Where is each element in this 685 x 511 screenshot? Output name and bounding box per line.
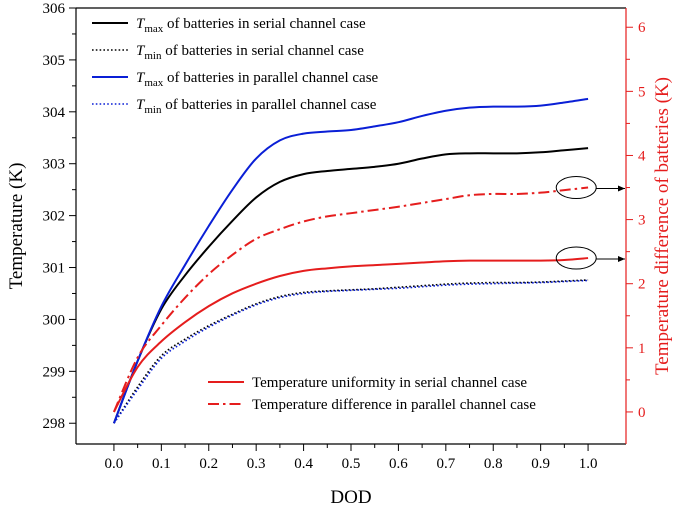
x-tick-label: 0.9: [531, 456, 550, 472]
y-right-tick-label: 0: [638, 405, 646, 421]
x-tick-label: 0.5: [342, 456, 361, 472]
plot-area: 0.0 0.1 0.2 0.3 0.4 0.5 0.6 0.7 0.8 0.9 1.0 298 299 3…: [6, 1, 673, 508]
x-tick-label: 0.4: [294, 456, 313, 472]
y-left-tick-label: 299: [43, 364, 66, 380]
ellipse-uniformity: [555, 246, 597, 270]
y-left-tick-label: 301: [43, 261, 66, 277]
series-tmax-parallel: [112, 97, 589, 424]
y-left-axis-title: Temperature (K): [6, 163, 27, 290]
series-difference-parallel: [113, 186, 589, 413]
y-left-tick-label: 304: [43, 105, 66, 121]
x-tick-label: 0.2: [199, 456, 218, 472]
legend-upper-label-2: Tmax of batteries in parallel channel ca…: [136, 70, 379, 89]
y-left-tick-label: 298: [43, 416, 66, 432]
y-left-tick-label: 306: [43, 1, 66, 17]
series-tmax-serial: [112, 147, 589, 424]
x-tick-label: 0.3: [247, 456, 266, 472]
y-right-axis-title: Temperature difference of batteries (K): [652, 77, 673, 375]
y-left-tick-label: 302: [43, 209, 66, 225]
legend-lower-label-0: Temperature uniformity in serial channel…: [252, 375, 527, 391]
series-tmin-parallel: [113, 279, 589, 424]
x-tick-label: 0.0: [105, 456, 124, 472]
legend-upper-label-3: Tmin of batteries in parallel channel ca…: [136, 97, 377, 116]
x-tick-label: 0.8: [484, 456, 503, 472]
legend-upper-label-0: Tmax of batteries in serial channel case: [136, 16, 366, 35]
legend-lower-label-1: Temperature difference in parallel chann…: [252, 397, 536, 413]
y-left-tick-label: 303: [43, 157, 66, 173]
x-tick-label: 0.6: [389, 456, 408, 472]
y-right-tick-label: 3: [638, 213, 646, 229]
x-axis-title: DOD: [330, 487, 371, 508]
legend-upper-label-1: Tmin of batteries in serial channel case: [136, 43, 364, 62]
series-uniformity-serial: [113, 257, 589, 413]
x-tick-label: 0.1: [152, 456, 171, 472]
ellipse-max-diff: [555, 176, 597, 200]
y-left-tick-label: 300: [43, 312, 66, 328]
y-left-tick-label: 305: [43, 53, 66, 69]
y-right-tick-label: 1: [638, 341, 646, 357]
y-right-tick-label: 5: [638, 84, 646, 100]
y-right-tick-label: 2: [638, 277, 646, 293]
x-tick-label: 1.0: [579, 456, 598, 472]
y-right-tick-label: 4: [638, 148, 646, 164]
y-right-tick-label: 6: [638, 20, 646, 36]
x-tick-label: 0.7: [436, 456, 455, 472]
